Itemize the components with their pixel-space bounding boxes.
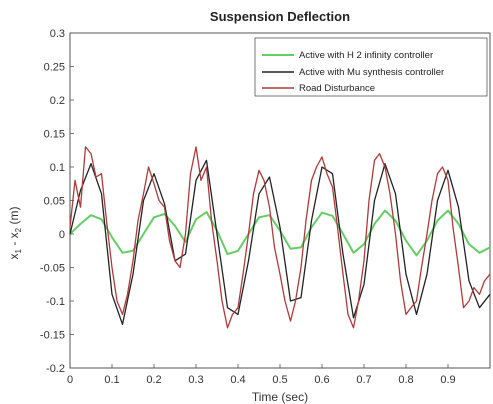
x-tick-label: 0.1 [104,374,119,386]
series-layer [69,146,491,329]
y-tick-label: 0.15 [44,129,65,141]
x-tick-label: 0.6 [314,374,329,386]
legend: Active with H 2 infinity controller Acti… [254,37,488,97]
y-tick-label: -0.2 [46,363,65,375]
x-tick-label: 0.3 [188,374,203,386]
legend-box [254,37,488,97]
y-axis-label: x1 - x2 (m) [7,207,23,260]
y-axis-label-minus-x: - x [7,232,21,249]
legend-label-mu: Active with Mu synthesis controller [299,67,444,78]
series-line-2 [69,146,491,329]
x-tick-label: 0.4 [230,374,245,386]
y-axis-label-sub-1: 1 [14,248,23,253]
y-axis-label-unit: (m) [7,207,21,228]
y-axis-label-var-x: x [7,253,21,259]
x-axis-label: Time (sec) [252,390,308,404]
y-tick-label: 0 [59,229,65,241]
x-tick-label: 0 [67,374,73,386]
legend-entry-h2: Active with H 2 infinity controller [262,50,433,61]
y-tick-label: 0.25 [44,62,65,74]
y-tick-label: -0.15 [40,330,65,342]
series-line-1 [69,159,491,326]
x-axis-ticks: 0 0.1 0.2 0.3 0.4 0.5 0.6 0.7 0.8 0.9 [67,364,456,386]
x-tick-label: 0.9 [440,374,455,386]
y-axis-label-sub-2: 2 [14,227,23,232]
chart-title: Suspension Deflection [210,9,350,24]
x-tick-label: 0.8 [398,374,413,386]
y-tick-label: 0.1 [50,162,65,174]
y-tick-label: -0.1 [46,296,65,308]
legend-entry-road: Road Disturbance [262,83,375,94]
legend-label-h2: Active with H 2 infinity controller [299,50,433,61]
legend-entry-mu: Active with Mu synthesis controller [262,67,444,78]
y-tick-label: -0.05 [40,263,65,275]
legend-label-road: Road Disturbance [299,83,375,94]
x-tick-label: 0.7 [356,374,371,386]
x-tick-label: 0.5 [272,374,287,386]
y-tick-label: 0.3 [50,28,65,40]
y-axis-ticks: -0.2 -0.15 -0.1 -0.05 0 0.05 0.1 0.15 0.2 0.25 0.3 [40,28,74,375]
y-tick-label: 0.05 [44,196,65,208]
x-tick-label: 0.2 [146,374,161,386]
y-tick-label: 0.2 [50,95,65,107]
